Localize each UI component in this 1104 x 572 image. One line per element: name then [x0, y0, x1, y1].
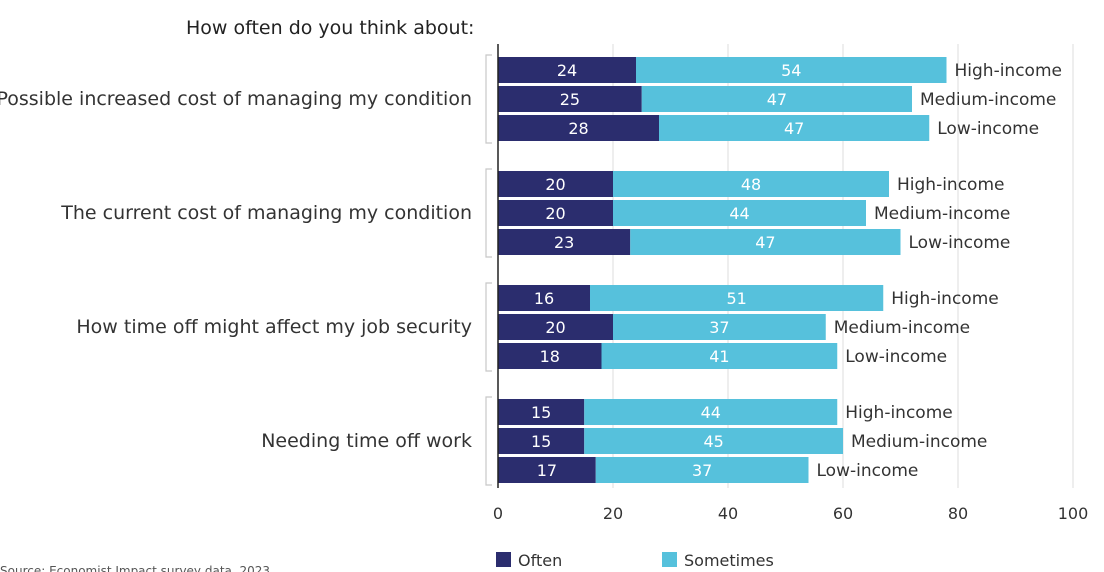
bar-often [498, 399, 585, 425]
data-label-sometimes: 54 [781, 61, 801, 80]
x-tick-label: 0 [493, 504, 503, 523]
data-label-sometimes: 44 [701, 403, 721, 422]
category-label: How time off might affect my job securit… [76, 316, 472, 338]
income-group-label: Medium-income [874, 204, 1010, 224]
income-group-label: Medium-income [834, 318, 970, 338]
bar-sometimes [613, 171, 889, 197]
x-tick-label: 40 [718, 504, 738, 523]
data-label-sometimes: 41 [709, 347, 729, 366]
bar-sometimes [636, 57, 947, 83]
group-bracket [485, 168, 492, 258]
bar-sometimes [601, 343, 838, 369]
data-label-sometimes: 37 [692, 461, 712, 480]
data-label-often: 24 [557, 61, 577, 80]
data-label-often: 16 [534, 289, 554, 308]
legend-swatch-sometimes [662, 552, 677, 567]
data-label-often: 20 [545, 318, 565, 337]
data-label-often: 15 [531, 403, 551, 422]
group-brackets [485, 54, 492, 486]
bar-often [498, 115, 659, 141]
legend-label-sometimes: Sometimes [684, 551, 774, 570]
bar-sometimes [584, 399, 838, 425]
bar-sometimes [659, 115, 930, 141]
income-group-label: High-income [891, 289, 998, 309]
category-labels: Possible increased cost of managing my c… [0, 88, 472, 452]
bar-often [498, 86, 642, 112]
x-tick-label: 20 [603, 504, 623, 523]
income-group-label: Medium-income [920, 90, 1056, 110]
income-group-label: High-income [897, 175, 1004, 195]
data-label-sometimes: 37 [709, 318, 729, 337]
data-label-sometimes: 47 [755, 233, 775, 252]
source-note: Source: Economist Impact survey data, 20… [0, 564, 270, 572]
category-label: Needing time off work [261, 430, 472, 452]
chart-title: How often do you think about: [186, 17, 474, 39]
data-label-often: 17 [537, 461, 557, 480]
data-label-sometimes: 51 [726, 289, 746, 308]
data-label-often: 23 [554, 233, 574, 252]
bar-often [498, 171, 613, 197]
income-group-label: Low-income [845, 347, 947, 367]
bar-sometimes [595, 457, 809, 483]
x-axis-ticks: 0 20 40 60 80 100 [493, 504, 1088, 523]
legend-label-often: Often [518, 551, 562, 570]
x-tick-label: 60 [833, 504, 853, 523]
data-label-often: 28 [568, 119, 588, 138]
bar-sometimes [584, 428, 843, 454]
category-label: The current cost of managing my conditio… [60, 202, 472, 224]
data-label-sometimes: 45 [703, 432, 723, 451]
data-label-often: 15 [531, 432, 551, 451]
category-label: Possible increased cost of managing my c… [0, 88, 472, 110]
bar-sometimes [613, 314, 826, 340]
data-label-sometimes: 47 [767, 90, 787, 109]
bar-sometimes [630, 229, 901, 255]
bar-often [498, 343, 602, 369]
bar-often [498, 428, 585, 454]
bars: 24 54 High-income 25 47 Medium-income 28 47 Low-… [498, 57, 1062, 483]
income-group-label: Low-income [817, 461, 919, 481]
bar-often [498, 57, 636, 83]
bar-often [498, 314, 613, 340]
group-bracket [485, 282, 492, 372]
bar-sometimes [590, 285, 884, 311]
group-bracket [485, 396, 492, 486]
bar-sometimes [641, 86, 912, 112]
legend-swatch-often [496, 552, 511, 567]
data-label-sometimes: 44 [729, 204, 749, 223]
data-label-often: 18 [540, 347, 560, 366]
group-bracket [485, 54, 492, 144]
income-group-label: Low-income [909, 233, 1011, 253]
data-label-sometimes: 48 [741, 175, 761, 194]
income-group-label: Low-income [937, 119, 1039, 139]
bar-often [498, 457, 596, 483]
data-label-sometimes: 47 [784, 119, 804, 138]
x-tick-label: 80 [948, 504, 968, 523]
data-label-often: 25 [560, 90, 580, 109]
x-tick-label: 100 [1058, 504, 1089, 523]
income-group-label: High-income [955, 61, 1062, 81]
data-label-often: 20 [545, 204, 565, 223]
bar-sometimes [613, 200, 866, 226]
bar-often [498, 200, 613, 226]
income-group-label: Medium-income [851, 432, 987, 452]
data-label-often: 20 [545, 175, 565, 194]
bar-often [498, 229, 631, 255]
income-group-label: High-income [845, 403, 952, 423]
bar-often [498, 285, 590, 311]
legend: Often Sometimes [496, 551, 774, 570]
